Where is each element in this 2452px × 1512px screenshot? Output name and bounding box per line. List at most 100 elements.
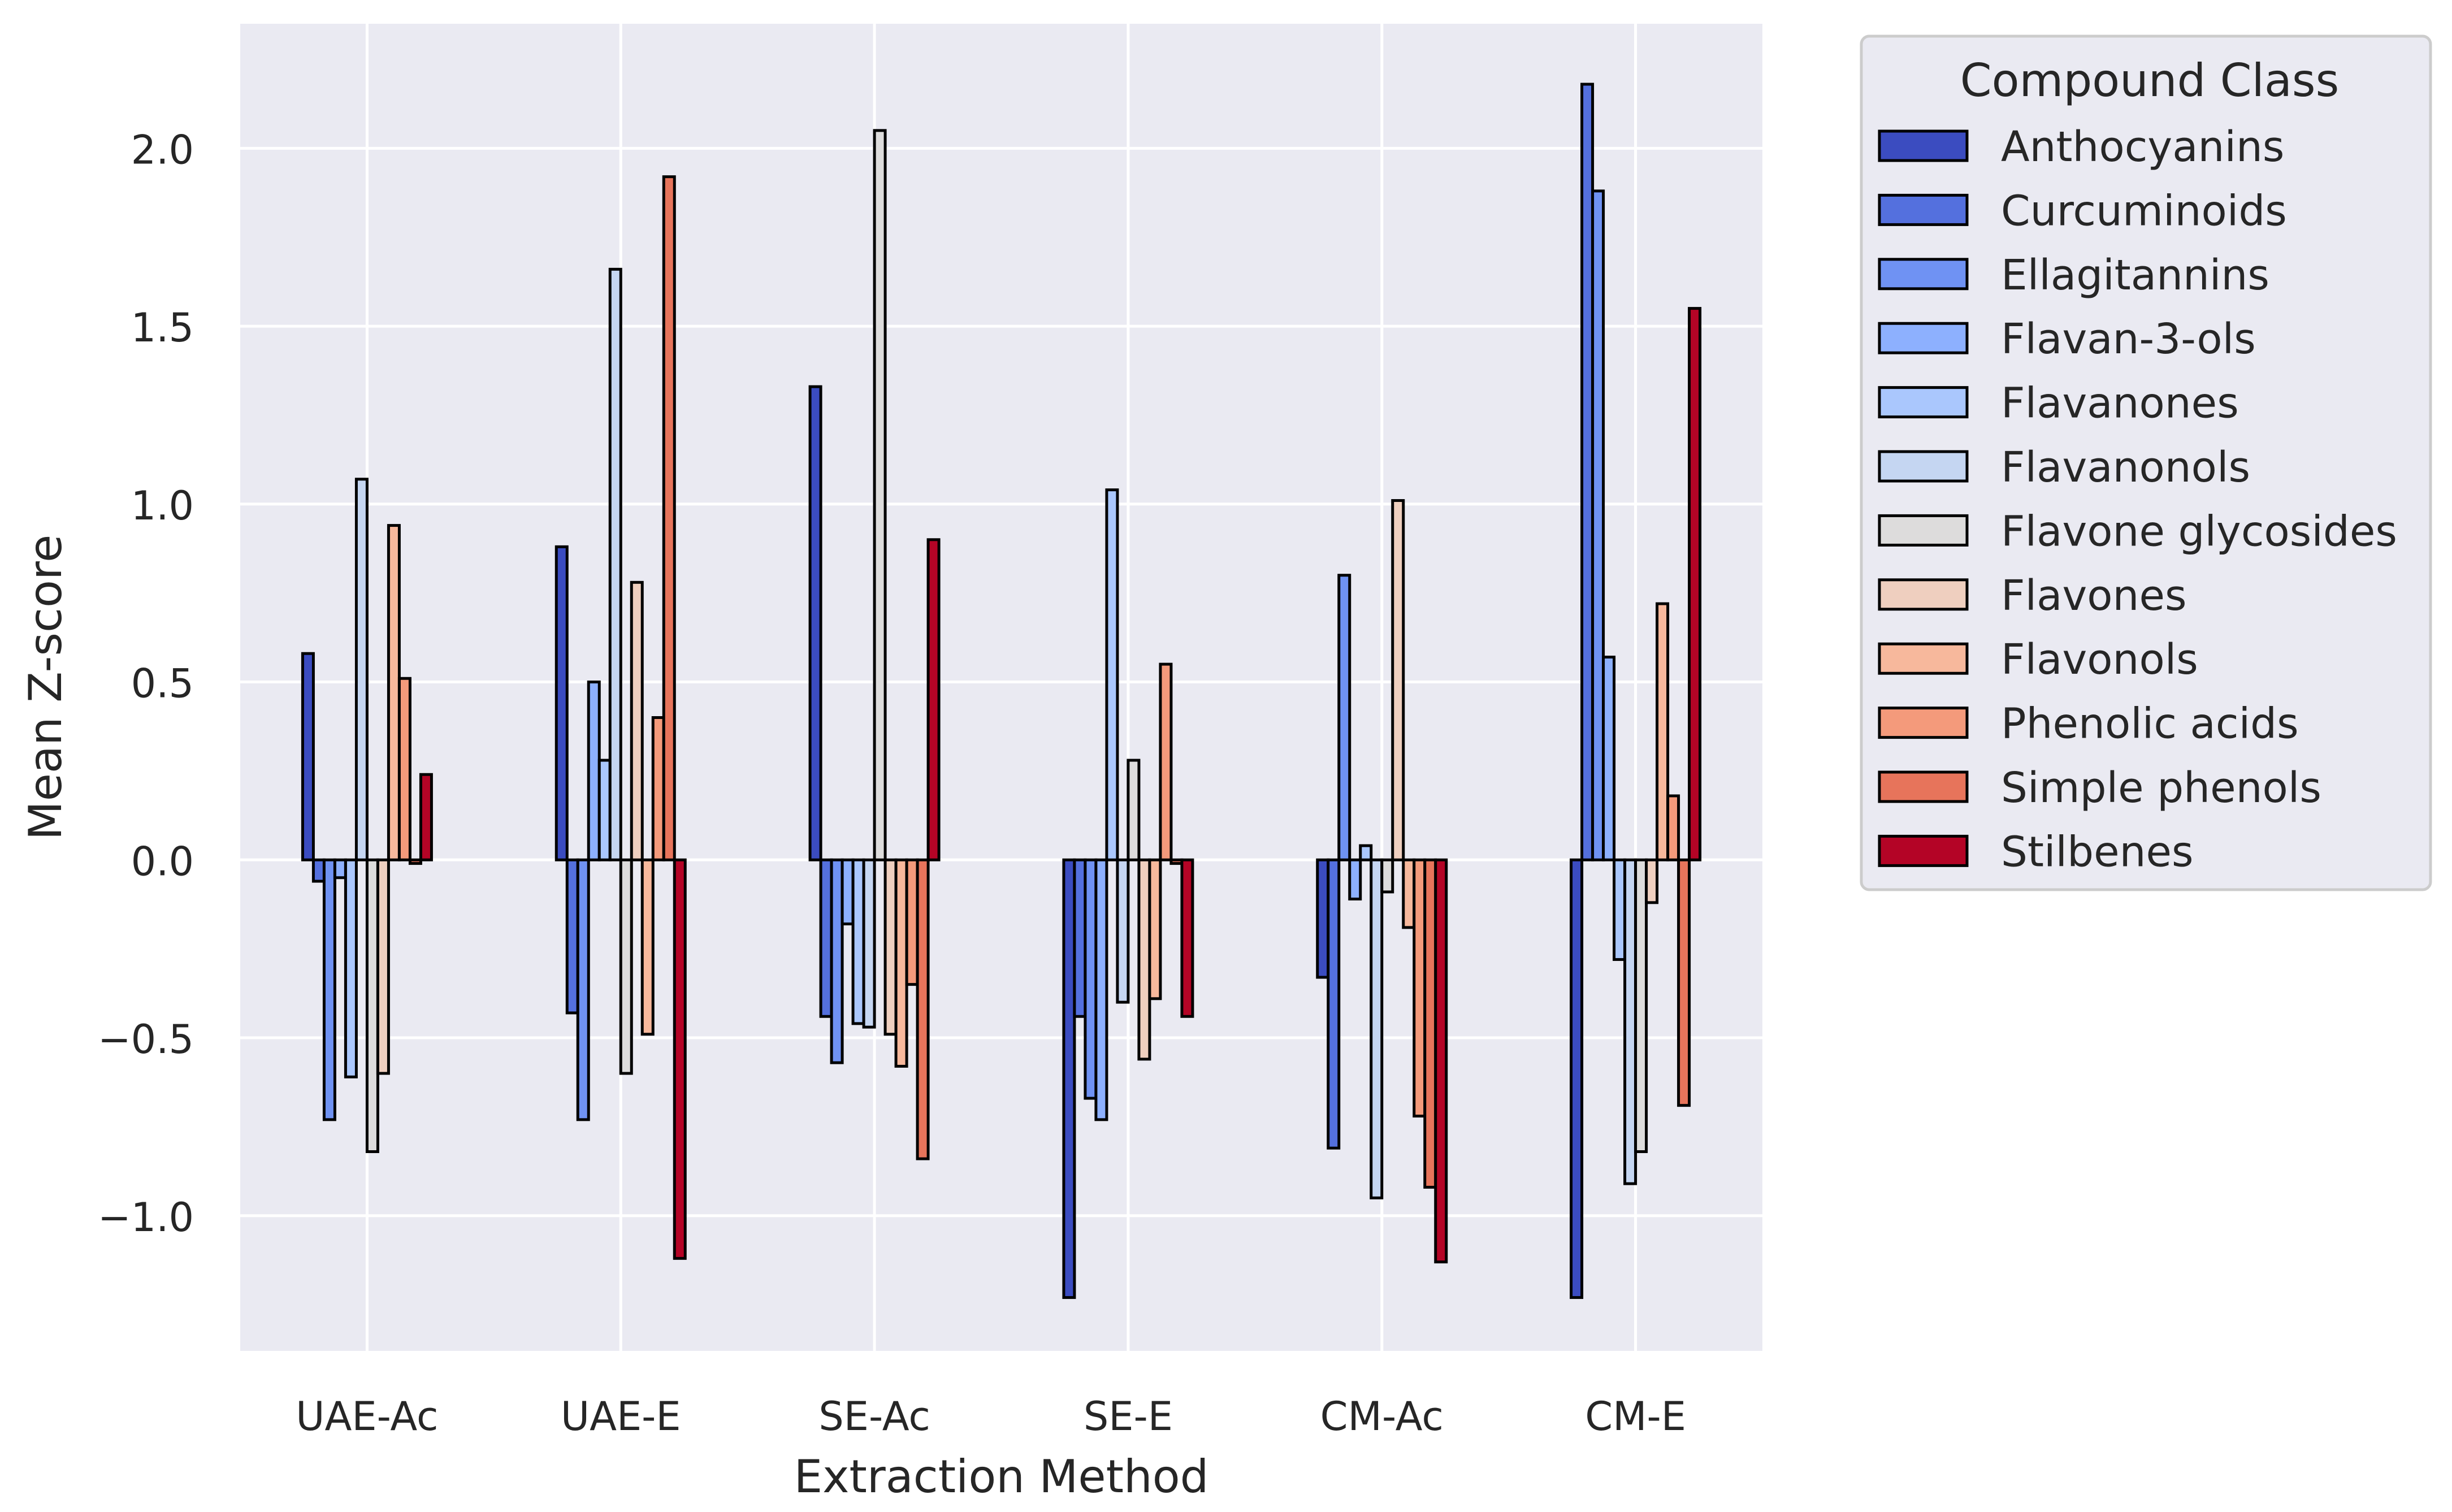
bar [1391, 499, 1405, 861]
bar [1370, 858, 1384, 1199]
bar [322, 858, 336, 1121]
bar [408, 858, 422, 865]
x-tick-label: UAE-E [561, 1393, 681, 1440]
bar [662, 175, 676, 861]
y-axis-ticks: −1.0 −0.5 0.0 0.5 1.0 1.5 2.0 [98, 127, 194, 1240]
bars [301, 83, 1702, 1299]
bar [554, 545, 569, 861]
x-tick-label: CM-Ac [1320, 1393, 1444, 1440]
legend-label: Ellagitannins [2001, 251, 2269, 300]
y-tick-label: 0.0 [131, 838, 194, 885]
legend-swatch [1878, 578, 1969, 611]
bar [354, 478, 369, 861]
bar [1359, 844, 1373, 861]
bar [1602, 655, 1616, 861]
bar [1423, 858, 1437, 1189]
legend: Compound Class Anthocyanins Curcuminoids E… [1860, 34, 2432, 891]
bar [1148, 858, 1162, 1000]
bar [1094, 858, 1108, 1121]
bar [376, 858, 390, 1075]
bar [894, 858, 908, 1068]
legend-swatch [1878, 770, 1969, 803]
legend-label: Flavonols [2001, 635, 2198, 684]
bar [576, 858, 590, 1121]
legend-label: Flavanonols [2001, 443, 2250, 492]
bar [926, 538, 941, 861]
legend-label: Flavones [2001, 571, 2187, 620]
bar [565, 858, 579, 1015]
legend-title: Compound Class [1960, 54, 2340, 107]
bar [301, 652, 315, 861]
y-axis-label: Mean Z-score [19, 535, 72, 841]
legend-swatch [1878, 450, 1969, 483]
y-tick-label: −0.5 [98, 1016, 194, 1063]
y-tick-label: 2.0 [131, 127, 194, 173]
bar [1634, 858, 1648, 1153]
legend-label: Curcuminoids [2001, 187, 2287, 235]
legend-swatch [1878, 193, 1969, 226]
bar [819, 858, 833, 1018]
bar [1688, 307, 1702, 861]
bar [1348, 858, 1362, 901]
bar [344, 858, 358, 1078]
x-axis-label: Extraction Method [794, 1450, 1209, 1503]
bar [1613, 858, 1627, 961]
bar [1169, 858, 1184, 865]
bar [1645, 858, 1659, 904]
bar [597, 759, 612, 861]
y-tick-label: 1.5 [131, 305, 194, 351]
x-tick-label: SE-Ac [818, 1393, 930, 1440]
bar [1105, 488, 1119, 861]
legend-swatch [1878, 707, 1969, 739]
bar [1084, 858, 1098, 1100]
bar [1434, 858, 1448, 1264]
bar [587, 681, 601, 861]
bar [1159, 662, 1173, 861]
bar [608, 267, 622, 861]
bar [630, 580, 644, 861]
x-tick-label: UAE-Ac [296, 1393, 438, 1440]
legend-label: Simple phenols [2001, 764, 2321, 812]
bar [1316, 858, 1330, 979]
bar [1137, 858, 1151, 1061]
legend-swatch [1878, 129, 1969, 162]
bar [1402, 858, 1416, 929]
bar [851, 858, 865, 1025]
x-axis-ticks: UAE-Ac UAE-E SE-Ac SE-E CM-Ac CM-E [296, 1393, 1686, 1440]
bar [397, 677, 411, 861]
y-tick-label: −1.0 [98, 1194, 194, 1241]
bar [651, 716, 665, 861]
bar [1656, 602, 1670, 861]
legend-label: Flavanones [2001, 379, 2239, 428]
bar [1116, 858, 1130, 1004]
bar [862, 858, 876, 1029]
legend-frame [1860, 34, 2432, 891]
bar [1127, 759, 1141, 861]
legend-swatch [1878, 322, 1969, 354]
bar [916, 858, 930, 1160]
legend-swatch [1878, 258, 1969, 291]
bar [1073, 858, 1087, 1018]
legend-swatch [1878, 386, 1969, 419]
bar [419, 773, 433, 861]
bar [905, 858, 919, 986]
bar [640, 858, 655, 1036]
plot-area [240, 24, 1762, 1351]
bar [1380, 858, 1394, 894]
bar [1591, 189, 1605, 861]
x-tick-label: CM-E [1585, 1393, 1686, 1440]
bar [1623, 858, 1637, 1185]
legend-swatch [1878, 834, 1969, 867]
legend-swatch [1878, 514, 1969, 547]
y-tick-label: 0.5 [131, 661, 194, 707]
x-tick-label: SE-E [1084, 1393, 1173, 1440]
bar [1413, 858, 1427, 1118]
y-tick-label: 1.0 [131, 483, 194, 529]
bar [1062, 858, 1076, 1299]
bar [1327, 858, 1341, 1150]
bar [841, 858, 855, 926]
bar [1570, 858, 1584, 1299]
bar [1337, 574, 1351, 861]
bar [808, 385, 822, 861]
bar [883, 858, 898, 1036]
